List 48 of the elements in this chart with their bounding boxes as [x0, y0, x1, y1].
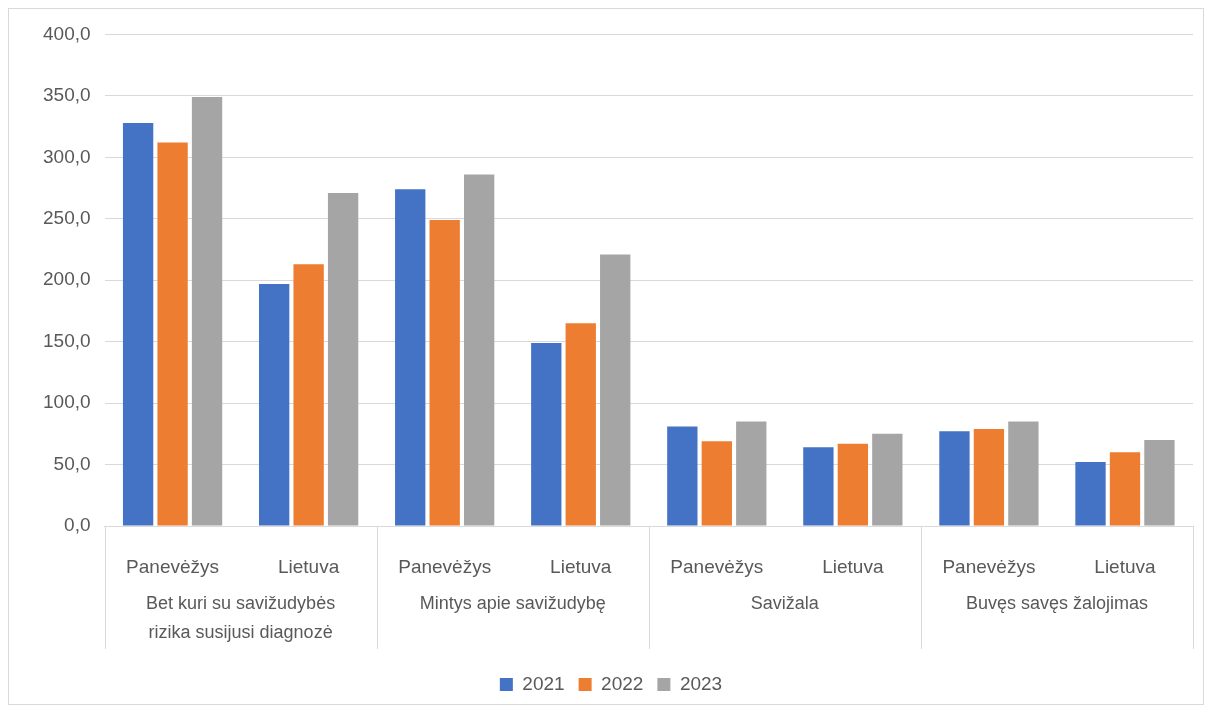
- bar: [736, 421, 767, 526]
- y-tick-label: 400,0: [43, 22, 91, 44]
- x-tick-label: Lietuva: [550, 555, 612, 577]
- bar: [872, 433, 903, 526]
- y-tick-label: 0,0: [64, 514, 91, 536]
- x-tick-label: Lietuva: [822, 555, 884, 577]
- y-tick-label: 200,0: [43, 268, 91, 290]
- bar: [157, 142, 188, 526]
- bar: [293, 264, 324, 526]
- y-tick-label: 50,0: [53, 452, 91, 474]
- bar: [531, 342, 562, 526]
- text: Savižala: [750, 592, 820, 613]
- bar: [327, 192, 359, 526]
- bar: [1008, 421, 1039, 526]
- y-tick-label: 250,0: [43, 206, 91, 228]
- bar: [837, 443, 869, 526]
- bar: [191, 97, 223, 526]
- bar: [565, 323, 596, 526]
- y-tick-label: 300,0: [43, 145, 91, 167]
- text: Mintys apie savižudybę: [419, 592, 606, 613]
- bar: [600, 254, 631, 526]
- bar: [667, 426, 698, 526]
- bar: [429, 219, 460, 526]
- bar: [973, 428, 1005, 526]
- bar: [701, 441, 732, 526]
- legend-label: 2023: [679, 672, 723, 694]
- bar: [122, 122, 154, 526]
- bar: [259, 283, 290, 526]
- legend-label: 2021: [522, 672, 565, 694]
- bar: [1075, 462, 1106, 526]
- x-tick-label: Lietuva: [277, 555, 340, 577]
- text: Buvęs savęs žalojimas: [965, 592, 1148, 613]
- x-tick-label: Lietuva: [1094, 555, 1157, 577]
- bar: [803, 447, 834, 526]
- x-tick-label: Panevėžys: [398, 555, 492, 577]
- bar: [1109, 452, 1141, 526]
- x-tick-label: Panevėžys: [670, 555, 764, 577]
- text: Bet kuri su savižudybės rizika susijusi diagnozė: [146, 592, 336, 642]
- y-tick-label: 100,0: [43, 391, 91, 413]
- y-tick-label: 150,0: [43, 329, 91, 351]
- x-tick-label: Panevėžys: [942, 555, 1036, 577]
- bar: [395, 189, 426, 526]
- y-tick-label: 350,0: [43, 84, 91, 106]
- bar: [1144, 439, 1175, 526]
- x-tick-label: Panevėžys: [126, 555, 220, 577]
- bar: [463, 174, 495, 526]
- bar: [939, 431, 970, 526]
- legend-label: 2022: [601, 672, 644, 694]
